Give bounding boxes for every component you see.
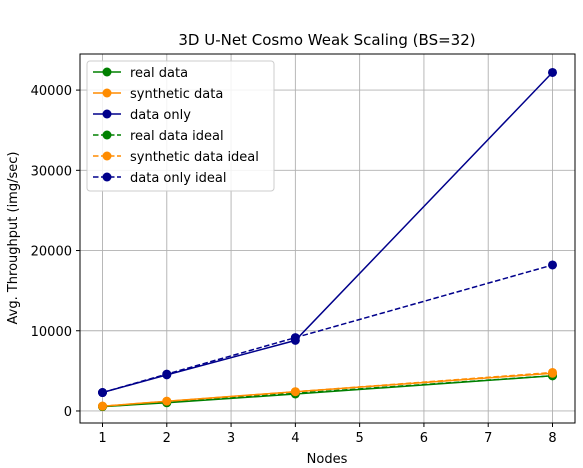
x-tick-label: 1 — [98, 431, 106, 446]
x-tick-label: 8 — [548, 431, 556, 446]
y-tick-label: 30000 — [31, 164, 72, 179]
ticks: 1 2 3 4 5 6 7 8 0 10000 20000 30000 40000 — [31, 84, 557, 446]
legend-item: synthetic data ideal — [93, 150, 259, 165]
y-tick-label: 0 — [64, 405, 72, 420]
legend-item: real data — [93, 66, 188, 81]
series-data-only — [98, 67, 557, 398]
y-tick-label: 40000 — [31, 84, 72, 99]
legend-marker — [102, 109, 112, 119]
y-tick-label: 10000 — [31, 325, 72, 340]
x-tick-label: 7 — [484, 431, 492, 446]
data-point — [162, 370, 172, 380]
x-tick-label: 5 — [356, 431, 364, 446]
legend-label: synthetic data — [130, 87, 223, 102]
y-axis-label: Avg. Throughput (img/sec) — [6, 152, 21, 325]
x-tick-label: 3 — [227, 431, 235, 446]
y-tick-label: 20000 — [31, 245, 72, 260]
legend-item: real data ideal — [93, 129, 224, 144]
legend-marker — [102, 67, 112, 77]
legend-item: data only ideal — [93, 171, 226, 186]
series-line — [102, 372, 553, 407]
legend-label: data only ideal — [130, 171, 226, 186]
legend-label: real data — [130, 66, 188, 81]
data-point — [290, 387, 300, 397]
data-point — [98, 388, 107, 398]
data-point — [98, 401, 107, 411]
legend-marker — [102, 151, 112, 161]
legend-marker — [102, 172, 112, 182]
data-point — [548, 368, 557, 378]
data-point — [290, 335, 300, 345]
legend-label: data only — [130, 108, 191, 123]
series-layer — [98, 67, 557, 412]
legend-item: synthetic data — [93, 87, 223, 102]
legend-label: real data ideal — [130, 129, 224, 144]
legend-label: synthetic data ideal — [130, 150, 259, 165]
legend-item: data only — [93, 108, 191, 123]
series-line — [102, 71, 554, 394]
legend-marker — [102, 88, 112, 98]
data-point — [548, 67, 557, 77]
data-point — [162, 396, 172, 406]
legend: real data synthetic data data only real dat… — [86, 60, 275, 192]
data-point — [548, 260, 557, 270]
x-tick-label: 2 — [163, 431, 171, 446]
legend-marker — [102, 130, 112, 140]
plot-frame — [79, 53, 576, 424]
x-tick-label: 6 — [420, 431, 428, 446]
legend-box — [86, 60, 275, 192]
x-tick-label: 4 — [291, 431, 299, 446]
series-synthetic-data — [98, 368, 557, 411]
x-axis-label: Nodes — [307, 452, 348, 467]
chart-title: 3D U-Net Cosmo Weak Scaling (BS=32) — [178, 31, 475, 49]
series-line — [102, 375, 553, 408]
